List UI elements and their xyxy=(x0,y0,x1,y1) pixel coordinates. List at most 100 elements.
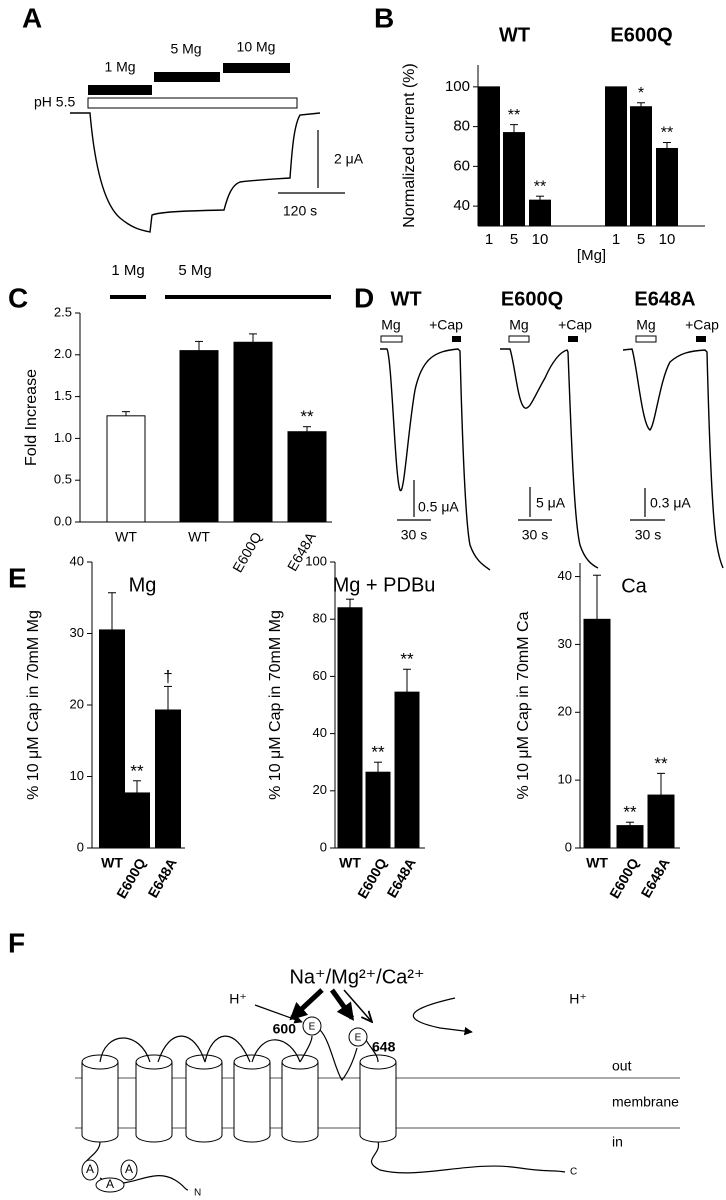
x-tick-label: WT xyxy=(188,529,210,545)
chart-title: Mg + PDBu xyxy=(333,574,436,596)
y-tick-label: 0 xyxy=(565,839,572,854)
y-tick-label: 80 xyxy=(313,611,327,626)
group-label: WT xyxy=(499,24,530,46)
helix xyxy=(281,1062,319,1143)
treatment-bar xyxy=(223,63,290,73)
bar xyxy=(233,341,273,523)
treatment-label: 10 Mg xyxy=(237,39,276,55)
helix xyxy=(185,1062,223,1143)
y-tick-label: 20 xyxy=(313,782,327,797)
y-tick-label: 60 xyxy=(313,668,327,683)
y-tick-label: 1.0 xyxy=(54,430,72,445)
bar xyxy=(155,709,181,849)
y-tick-label: 0 xyxy=(320,839,327,854)
x-tick-label: WT xyxy=(101,855,123,871)
agonist-bar xyxy=(508,335,530,343)
treatment-label: 1 Mg xyxy=(104,59,135,75)
bar xyxy=(106,415,146,523)
arrow xyxy=(329,988,355,1021)
x-tick-label: E600Q xyxy=(606,855,642,901)
x-tick-label: WT xyxy=(586,855,608,871)
bar xyxy=(605,86,627,227)
chart-title: Ca xyxy=(621,575,647,597)
bar xyxy=(365,771,391,849)
helix xyxy=(135,1062,173,1143)
x-tick-label: 10 xyxy=(532,231,549,248)
trace-title: WT xyxy=(390,288,421,310)
ankyrin-label: A xyxy=(86,1162,94,1176)
y-tick-label: 10 xyxy=(70,768,84,783)
y-tick-label: 30 xyxy=(70,625,84,640)
significance: ** xyxy=(400,650,414,669)
x-tick-label: 10 xyxy=(659,231,676,248)
current-trace xyxy=(380,348,491,571)
cap-bar xyxy=(568,336,578,342)
y-tick-label: 100 xyxy=(445,78,470,95)
agonist-label: Mg xyxy=(636,317,655,333)
y-tick-label: 40 xyxy=(558,568,572,583)
y-tick-label: 2.5 xyxy=(54,304,72,319)
panel-label: D xyxy=(354,282,374,313)
y-axis-label: Normalized current (%) xyxy=(401,63,418,227)
terminus-label: N xyxy=(194,1188,201,1199)
treatment-label: 5 Mg xyxy=(170,41,201,57)
chart-title: Mg xyxy=(129,574,157,596)
condition-label: 5 Mg xyxy=(178,262,211,279)
side-label: membrane xyxy=(612,1094,679,1110)
y-tick-label: 30 xyxy=(558,636,572,651)
x-tick-label: 1 xyxy=(612,231,620,248)
y-axis-label: % 10 μM Cap in 70mM Mg xyxy=(267,610,284,800)
y-axis-label: % 10 μM Cap in 70mM Ca xyxy=(515,611,532,799)
significance: ** xyxy=(508,107,520,124)
proton-label: H⁺ xyxy=(569,991,587,1007)
residue xyxy=(348,1027,368,1047)
residue-number: 600 xyxy=(273,1021,297,1037)
ankyrin-label: A xyxy=(106,1177,114,1191)
scale-label: 120 s xyxy=(283,203,317,219)
x-tick-label: WT xyxy=(115,529,137,545)
cap-bar xyxy=(452,336,461,342)
scale-label: 0.5 μA xyxy=(418,499,459,515)
residue-letter: E xyxy=(309,1022,316,1033)
residue-letter: E xyxy=(355,1033,362,1044)
significance: * xyxy=(638,85,644,102)
bar xyxy=(529,199,551,227)
bar xyxy=(394,691,420,849)
bar xyxy=(287,431,327,523)
x-axis-label: [Mg] xyxy=(577,247,606,264)
panel-label: A xyxy=(22,2,42,33)
proton-label: H⁺ xyxy=(229,991,247,1007)
current-trace xyxy=(70,112,321,233)
scale-label: 0.3 μA xyxy=(650,495,691,511)
significance: ** xyxy=(371,743,385,762)
arrow xyxy=(343,989,372,1022)
panel-label: B xyxy=(374,2,394,33)
scale-label: 5 μA xyxy=(536,495,566,511)
treatment-bar xyxy=(88,85,152,95)
cap-bar xyxy=(696,336,706,342)
significance: ** xyxy=(661,125,673,142)
ph-label: pH 5.5 xyxy=(34,94,75,110)
loop xyxy=(99,1029,379,1082)
treatment-bar xyxy=(154,72,220,82)
bar xyxy=(647,794,675,849)
y-tick-label: 0 xyxy=(77,839,84,854)
side-label: out xyxy=(612,1058,632,1074)
arrow xyxy=(289,988,324,1021)
panel-d: WT E600Q E648A Mg Mg Mg +Cap +Cap +Cap 0… xyxy=(380,288,724,571)
significance: ** xyxy=(534,178,546,195)
x-tick-label: 1 xyxy=(485,231,493,248)
panel-label: E xyxy=(8,562,27,593)
agonist-bar xyxy=(380,335,403,343)
x-tick-label: E648A xyxy=(145,855,180,900)
bar xyxy=(478,86,500,227)
trace-title: E600Q xyxy=(501,288,563,310)
y-tick-label: 40 xyxy=(70,553,84,568)
bar xyxy=(337,607,363,849)
y-axis-label: Fold Increase xyxy=(23,369,40,466)
ankyrin-label: A xyxy=(125,1162,133,1176)
trace-title: E648A xyxy=(634,288,695,310)
residue xyxy=(302,1016,322,1036)
bar xyxy=(124,792,150,849)
